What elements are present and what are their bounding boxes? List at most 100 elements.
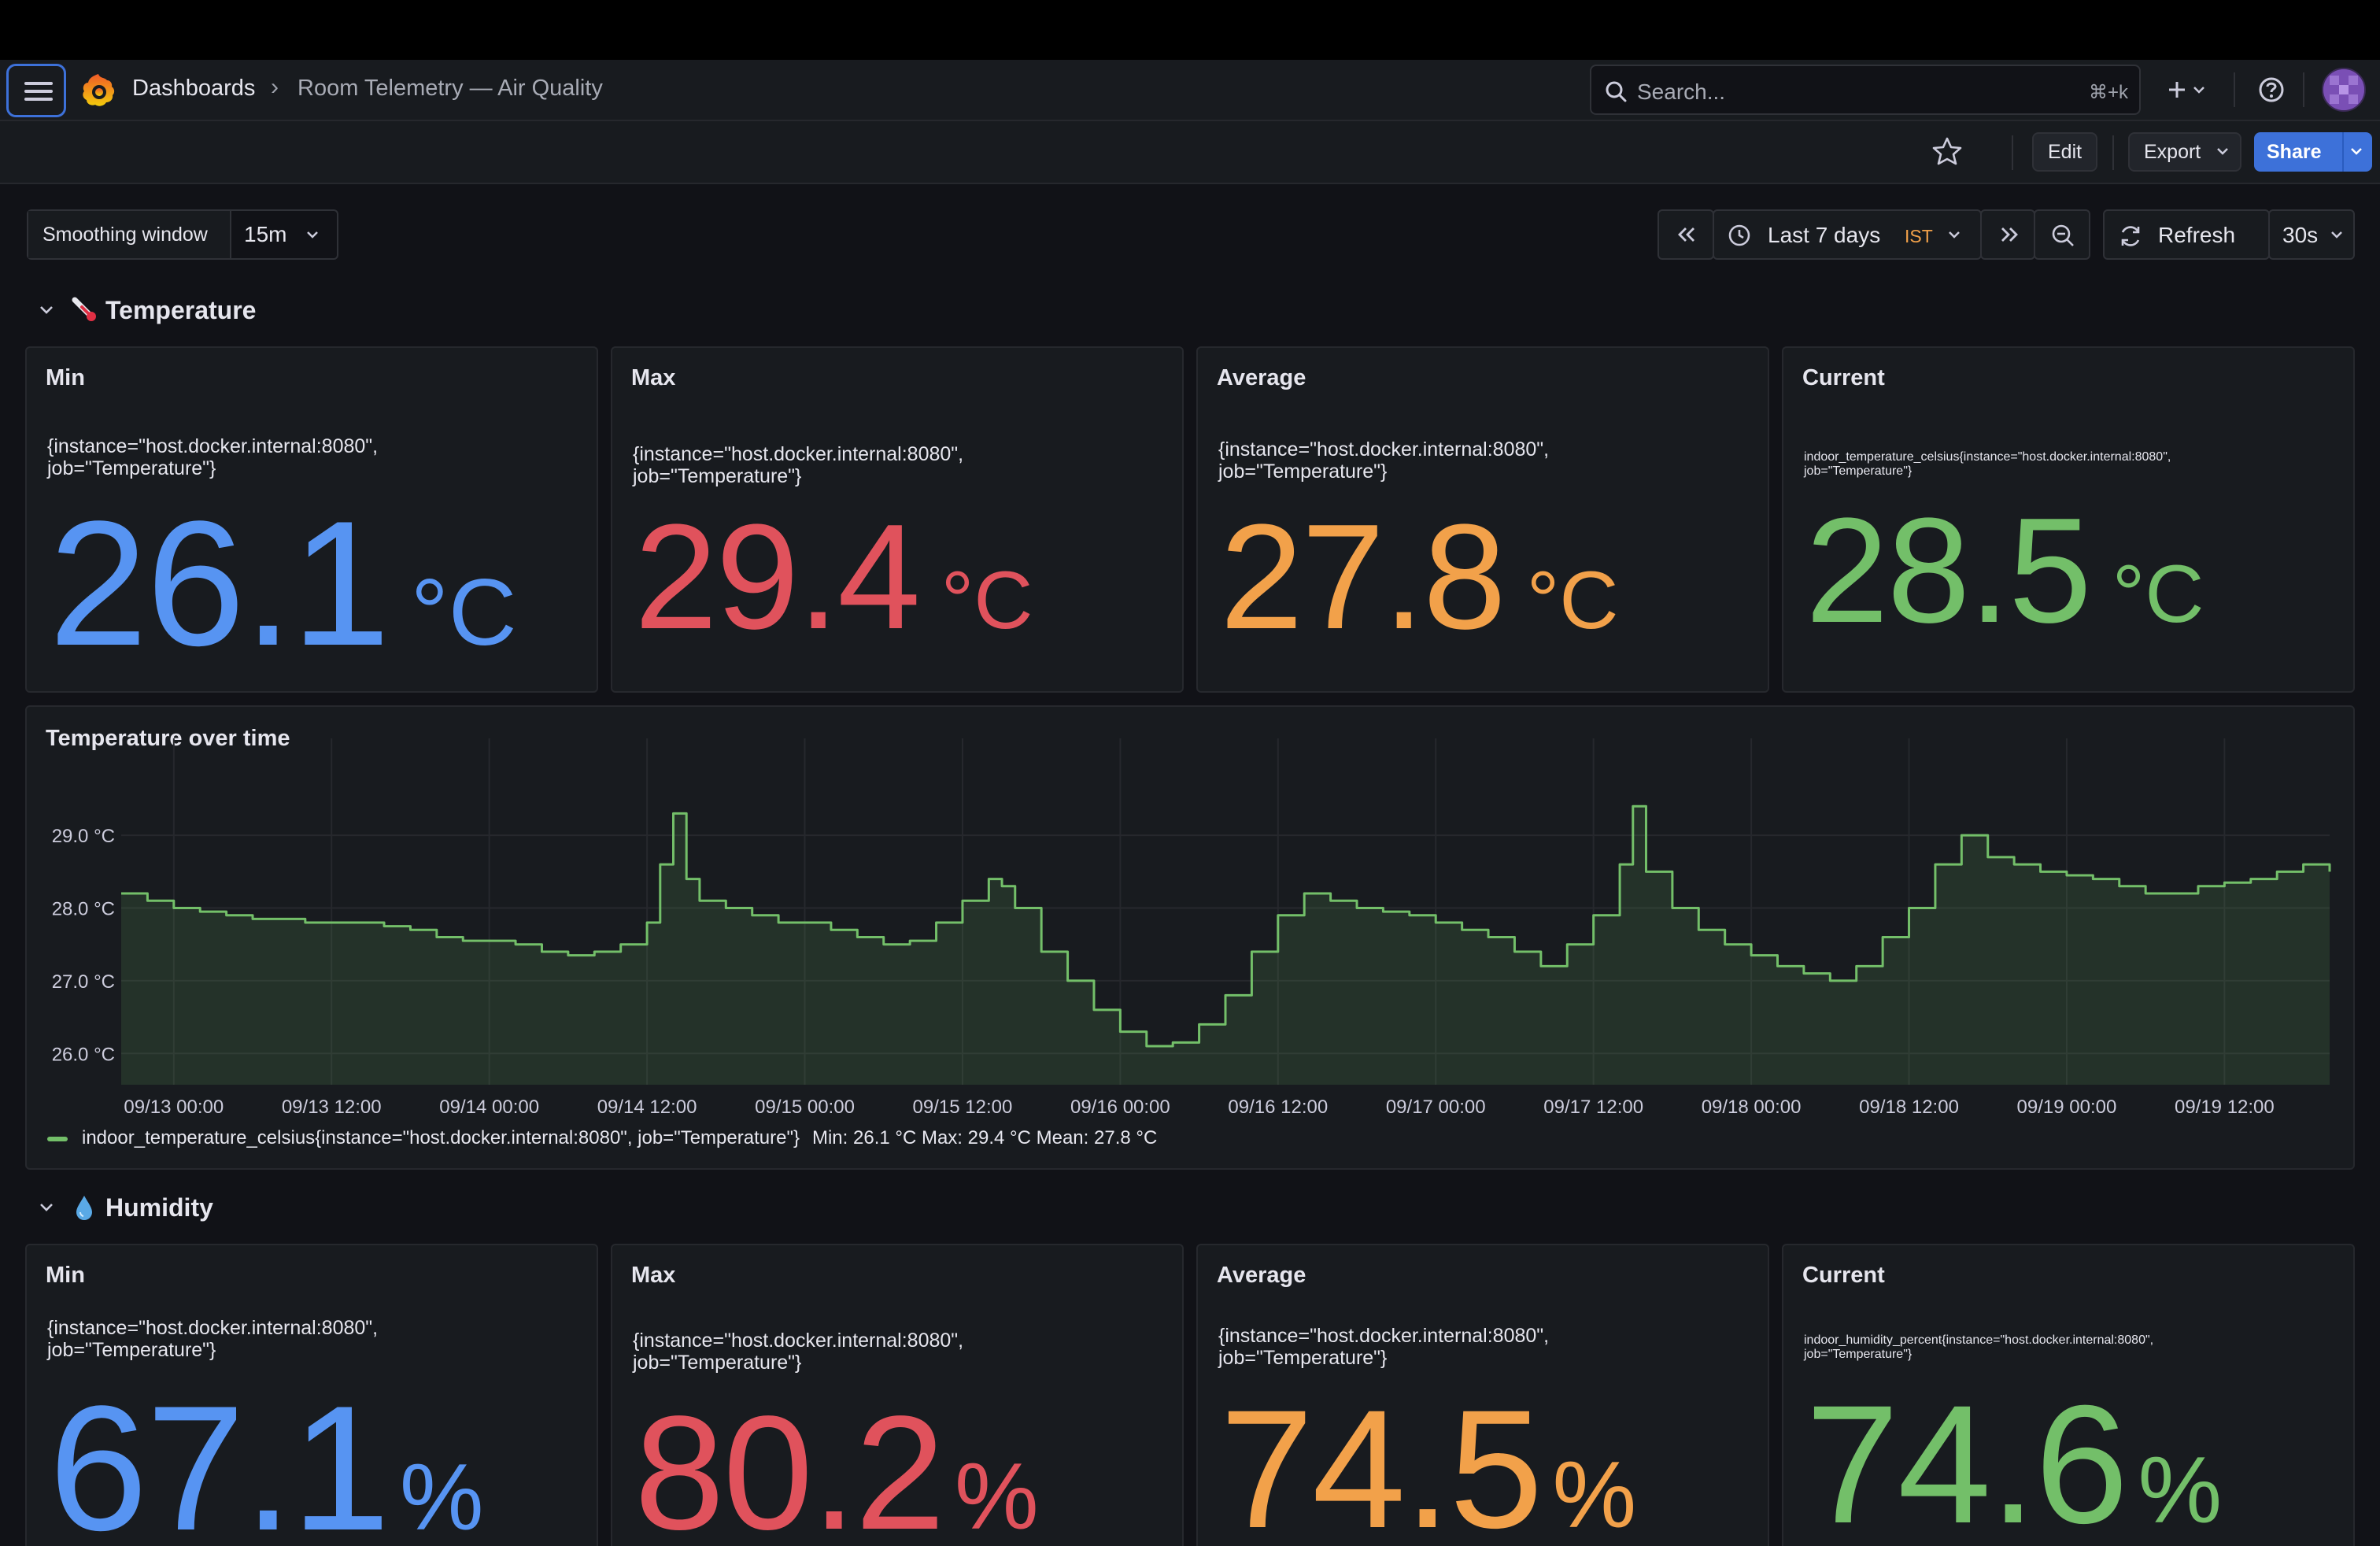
share-label: Share [2267, 141, 2322, 163]
menu-toggle-button[interactable] [6, 64, 66, 117]
x-tick-label: 09/16 12:00 [1228, 1097, 1328, 1116]
breadcrumb-separator: › [271, 74, 279, 100]
stat-panel-humidity-average[interactable]: Average {instance="host.docker.internal:… [1196, 1244, 1769, 1546]
edit-button[interactable]: Edit [2032, 132, 2098, 172]
stat-unit: °C [2112, 549, 2204, 640]
timeseries-panel-temperature[interactable]: Temperature over time 26.0 °C 27.0 °C 28.0… [25, 705, 2355, 1170]
temperature-chart[interactable]: 26.0 °C 27.0 °C 28.0 °C 29.0 °C 09/13 00:00 0… [27, 707, 2353, 1116]
header-divider [2303, 72, 2304, 107]
breadcrumb-current: Room Telemetry — Air Quality [298, 76, 603, 101]
variable-value[interactable]: 15m [244, 222, 287, 246]
app-header: Dashboards › Room Telemetry — Air Qualit… [0, 60, 2380, 121]
refresh-button[interactable]: Refresh [2103, 209, 2270, 260]
x-tick-label: 09/17 12:00 [1543, 1097, 1643, 1116]
chart-legend[interactable]: indoor_temperature_celsius{instance="hos… [47, 1127, 1157, 1149]
x-tick-label: 09/14 12:00 [597, 1097, 697, 1116]
stat-panel-temperature-current[interactable]: Current indoor_temperature_celsius{insta… [1782, 346, 2355, 693]
toolbar-divider [2012, 135, 2013, 170]
legend-series-name: indoor_temperature_celsius{instance="hos… [82, 1127, 800, 1148]
row-title-humidity[interactable]: Humidity [105, 1193, 213, 1222]
smoothing-window-variable[interactable]: Smoothing window 15m [27, 209, 338, 260]
stat-unit: % [2138, 1437, 2223, 1543]
y-tick-label: 28.0 °C [52, 899, 115, 920]
chevrons-left-icon [1678, 227, 1694, 242]
zoom-out-button[interactable] [2034, 209, 2090, 260]
x-tick-label: 09/14 00:00 [439, 1097, 539, 1116]
refresh-icon [2121, 226, 2140, 246]
time-shift-forward-button[interactable] [1980, 209, 2035, 260]
export-button[interactable]: Export [2128, 132, 2241, 172]
y-tick-label: 29.0 °C [52, 826, 115, 847]
time-range-label: Last 7 days [1768, 223, 1881, 247]
stat-value: 26.1 °C [49, 483, 517, 682]
stat-panel-temperature-average[interactable]: Average {instance="host.docker.internal:… [1196, 346, 1769, 693]
series-area [121, 806, 2330, 1085]
stat-value: 74.6% [1805, 1370, 2223, 1546]
y-tick-label: 26.0 °C [52, 1044, 115, 1065]
x-tick-label: 09/15 12:00 [913, 1097, 1013, 1116]
search-placeholder: Search... [1637, 80, 1726, 104]
stat-panel-humidity-min[interactable]: Min {instance="host.docker.internal:8080… [25, 1244, 598, 1546]
stat-unit: °C [941, 555, 1033, 646]
stat-series-label: {instance="host.docker.internal:8080", j… [1218, 1325, 1550, 1369]
stat-unit: % [954, 1444, 1039, 1546]
clock-icon [1728, 224, 1750, 246]
stat-value: 29.4 °C [634, 494, 1033, 660]
stat-panel-temperature-min[interactable]: Min {instance="host.docker.internal:8080… [25, 346, 598, 693]
stat-value: 27.8 °C [1220, 494, 1619, 660]
window-top-bar [0, 0, 2380, 60]
x-tick-label: 09/17 00:00 [1386, 1097, 1486, 1116]
panel-title: Max [631, 365, 676, 390]
new-menu-button[interactable] [2160, 71, 2215, 109]
x-tick-label: 09/19 12:00 [2175, 1097, 2275, 1116]
stat-unit: % [1552, 1442, 1637, 1546]
panel-title: Min [46, 1263, 85, 1288]
stat-series-label: {instance="host.docker.internal:8080", j… [633, 1330, 964, 1374]
timezone-badge: IST [1905, 226, 1933, 246]
search-icon [1606, 81, 1627, 102]
x-tick-label: 09/15 00:00 [755, 1097, 855, 1116]
refresh-label: Refresh [2158, 223, 2236, 247]
stat-series-label: {instance="host.docker.internal:8080", j… [633, 443, 964, 487]
stat-series-label: {instance="host.docker.internal:8080", j… [47, 1317, 379, 1361]
panel-title: Temperature over time [46, 726, 290, 751]
help-icon[interactable] [2257, 76, 2286, 104]
stat-unit: % [399, 1444, 484, 1546]
user-avatar[interactable] [2322, 68, 2366, 112]
refresh-interval-value: 30s [2282, 223, 2319, 247]
stat-series-label: indoor_temperature_celsius{instance="hos… [1804, 450, 2171, 478]
x-tick-label: 09/19 00:00 [2017, 1097, 2117, 1116]
panel-title: Current [1802, 1263, 1885, 1288]
row-title-temperature[interactable]: Temperature [105, 296, 257, 324]
series-line [121, 804, 2331, 1048]
stat-panel-humidity-current[interactable]: Current indoor_humidity_percent{instance… [1782, 1244, 2355, 1546]
time-range-picker[interactable]: Last 7 days IST [1713, 209, 1982, 260]
search-input[interactable]: Search... ⌘+k [1590, 65, 2141, 115]
droplet-icon [76, 1196, 92, 1220]
chevron-down-icon [307, 231, 318, 239]
panel-title: Average [1217, 365, 1306, 390]
chevron-down-icon [2217, 148, 2228, 155]
chevrons-right-icon [2001, 227, 2018, 242]
share-button[interactable]: Share [2254, 132, 2372, 172]
stat-unit: °C [410, 560, 517, 665]
export-label: Export [2144, 141, 2201, 163]
time-shift-back-button[interactable] [1658, 209, 1714, 260]
grafana-logo-icon[interactable] [79, 71, 118, 110]
stat-unit: °C [1526, 555, 1619, 646]
panel-title: Current [1802, 365, 1885, 390]
star-icon[interactable] [1931, 135, 1963, 167]
stat-value: 80.2% [634, 1392, 1039, 1546]
thermometer-icon [72, 297, 96, 321]
stat-series-label: {instance="host.docker.internal:8080", j… [47, 435, 379, 479]
refresh-interval-picker[interactable]: 30s [2268, 209, 2355, 260]
chevron-down-icon[interactable] [2350, 146, 2363, 157]
breadcrumb-dashboards[interactable]: Dashboards [132, 76, 256, 101]
row-collapse-chevron-icon[interactable] [38, 304, 55, 316]
stat-panel-temperature-max[interactable]: Max {instance="host.docker.internal:8080… [611, 346, 1184, 693]
plus-icon [2169, 82, 2204, 98]
row-collapse-chevron-icon[interactable] [38, 1201, 55, 1214]
panel-title: Max [631, 1263, 676, 1288]
stat-panel-humidity-max[interactable]: Max {instance="host.docker.internal:8080… [611, 1244, 1184, 1546]
toolbar-divider [2112, 135, 2114, 170]
